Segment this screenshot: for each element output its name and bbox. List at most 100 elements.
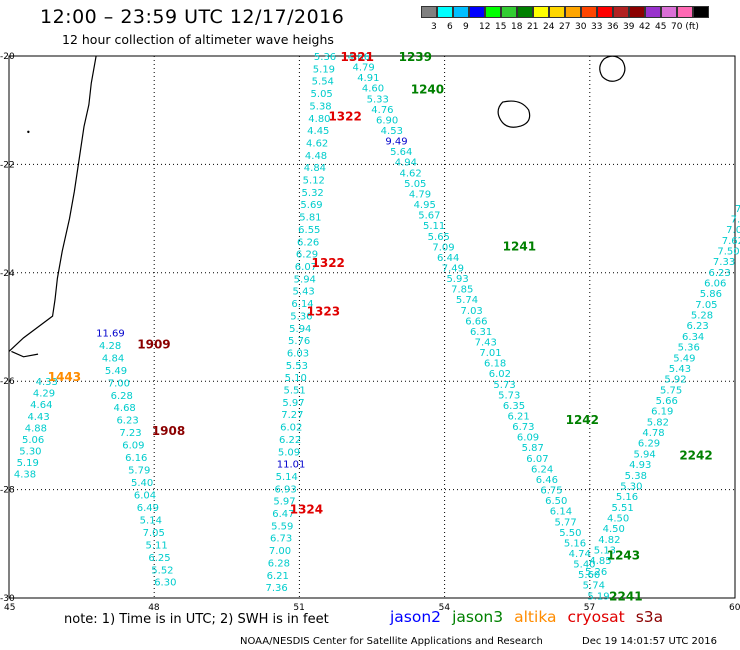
swh-value-label: 5.10 <box>285 373 307 384</box>
swh-value-label: 6.25 <box>148 553 170 564</box>
swh-value-label: 11.01 <box>277 460 306 471</box>
colorbar-label: 30 <box>575 22 587 32</box>
swh-value-label: 6.23 <box>709 268 731 279</box>
lat-tick-label: -30 <box>0 594 15 604</box>
swh-value-label: 5.76 <box>288 336 310 347</box>
lon-tick-label: 45 <box>4 603 15 613</box>
colorbar-label: 3 <box>431 22 437 32</box>
pass-number-label: 1909 <box>137 337 170 351</box>
swh-value-label: 6.46 <box>536 475 558 486</box>
swh-value-label: 4.60 <box>362 84 384 95</box>
madagascar-south-coast <box>11 350 39 358</box>
swh-value-label: 6.09 <box>122 441 144 452</box>
pass-number-label: 1908 <box>152 424 185 438</box>
swh-value-label: 5.65 <box>428 232 450 243</box>
swh-value-label: 5.94 <box>634 449 656 460</box>
swh-value-label: 5.49 <box>105 366 127 377</box>
swh-value-label: 6.18 <box>484 359 506 370</box>
swh-value-label: 4.74 <box>569 549 591 560</box>
swh-value-label: 5.66 <box>656 396 678 407</box>
swh-value-label: 5.92 <box>664 375 686 386</box>
swh-value-label: 6.07 <box>526 454 548 465</box>
colorbar-swatch <box>597 6 613 18</box>
colorbar-label: 39 <box>623 22 635 32</box>
swh-value-label: 4.48 <box>305 151 327 162</box>
swh-value-label: 5.36 <box>314 52 336 63</box>
swh-value-label: 5.36 <box>678 343 700 354</box>
pass-number-label: 1241 <box>503 240 536 254</box>
swh-value-label: 5.53 <box>286 361 308 372</box>
swh-value-label: 6.16 <box>125 453 147 464</box>
swh-value-label: 6.14 <box>291 299 313 310</box>
swh-value-label: 9.49 <box>385 137 407 148</box>
map-subtitle: 12 hour collection of altimeter wave hei… <box>62 32 334 47</box>
swh-value-label: 7. <box>735 204 740 215</box>
swh-value-label: 5.51 <box>284 386 306 397</box>
swh-value-label: 4.85 <box>589 556 611 567</box>
swh-value-label: 7. <box>731 214 740 225</box>
swh-value-label: 7.05 <box>695 300 717 311</box>
swh-value-label: 5.19 <box>587 591 609 602</box>
pass-number-label: 1240 <box>411 83 444 97</box>
colorbar-label: 15 <box>495 22 507 32</box>
swh-value-label: 7.01 <box>479 348 501 359</box>
swh-value-label: 4.38 <box>14 469 36 480</box>
swh-value-label: 5.75 <box>660 385 682 396</box>
legend-cryosat: cryosat <box>567 608 625 626</box>
swh-value-label: 6.22 <box>279 435 301 446</box>
swh-value-label: 6.21 <box>508 412 530 423</box>
swh-value-label: 7.05 <box>143 528 165 539</box>
swh-value-label: 6.06 <box>704 279 726 290</box>
swh-value-label: 4.62 <box>399 168 421 179</box>
swh-value-label: 5.05 <box>311 89 333 100</box>
swh-value-label: 6.55 <box>298 225 320 236</box>
swh-value-label: 5.59 <box>271 521 293 532</box>
swh-value-label: 5.16 <box>564 538 586 549</box>
swh-value-label: 5.97 <box>273 497 295 508</box>
swh-value-label: 5.26 <box>585 567 607 578</box>
swh-value-label: 5.74 <box>456 295 478 306</box>
swh-value-label: 6.29 <box>638 439 660 450</box>
note-text: note: 1) Time is in UTC; 2) SWH is in fe… <box>64 612 329 627</box>
swh-value-label: 5.97 <box>282 398 304 409</box>
swh-value-label: 4.79 <box>409 189 431 200</box>
lon-tick-label: 51 <box>293 603 304 613</box>
pass-number-label: 1322 <box>328 110 361 124</box>
satellite-legend: jason2 jason3 altika cryosat s3a <box>390 608 674 626</box>
swh-value-label: 5.54 <box>312 77 334 88</box>
swh-value-label: 5.50 <box>559 528 581 539</box>
lat-tick-label: -20 <box>0 52 15 62</box>
swh-value-label: 6.34 <box>682 332 704 343</box>
legend-s3a: s3a <box>635 608 664 626</box>
swh-value-label: 5.19 <box>17 458 39 469</box>
swh-value-label: 5.69 <box>300 200 322 211</box>
pass-number-label: 1322 <box>312 256 345 270</box>
swh-value-label: 7.03 <box>461 306 483 317</box>
colorbar-label: 42 <box>639 22 651 32</box>
swh-value-label: 6.21 <box>267 571 289 582</box>
swh-value-label: 6.75 <box>540 486 562 497</box>
swh-value-label: 4.91 <box>357 73 379 84</box>
colorbar-swatch <box>501 6 517 18</box>
lon-tick-label: 54 <box>439 603 451 613</box>
swh-value-label: 6.02 <box>489 369 511 380</box>
colorbar-label: 27 <box>559 22 571 32</box>
swh-value-label: 5.87 <box>522 443 544 454</box>
swh-value-label: 5.74 <box>583 581 605 592</box>
swh-value-label: 5.38 <box>309 101 331 112</box>
swh-value-label: 4.95 <box>414 200 436 211</box>
colorbar-swatch <box>613 6 629 18</box>
footer-credit: NOAA/NESDIS Center for Satellite Applica… <box>240 636 543 647</box>
swh-value-label: 11.69 <box>96 328 125 339</box>
pass-number-label: 1443 <box>48 370 81 384</box>
colorbar-label: 12 <box>479 22 491 32</box>
swh-value-label: 4.93 <box>629 460 651 471</box>
swh-value-label: 6.47 <box>272 509 294 520</box>
reunion-island <box>497 100 531 128</box>
swh-value-label: 4.86 <box>348 52 370 63</box>
swh-value-label: 7.36 <box>266 583 288 594</box>
swh-value-label: 5.82 <box>647 417 669 428</box>
swh-value-label: 7.00 <box>108 378 130 389</box>
swh-value-label: 7.0 <box>726 225 740 236</box>
swh-value-label: 5.73 <box>498 390 520 401</box>
